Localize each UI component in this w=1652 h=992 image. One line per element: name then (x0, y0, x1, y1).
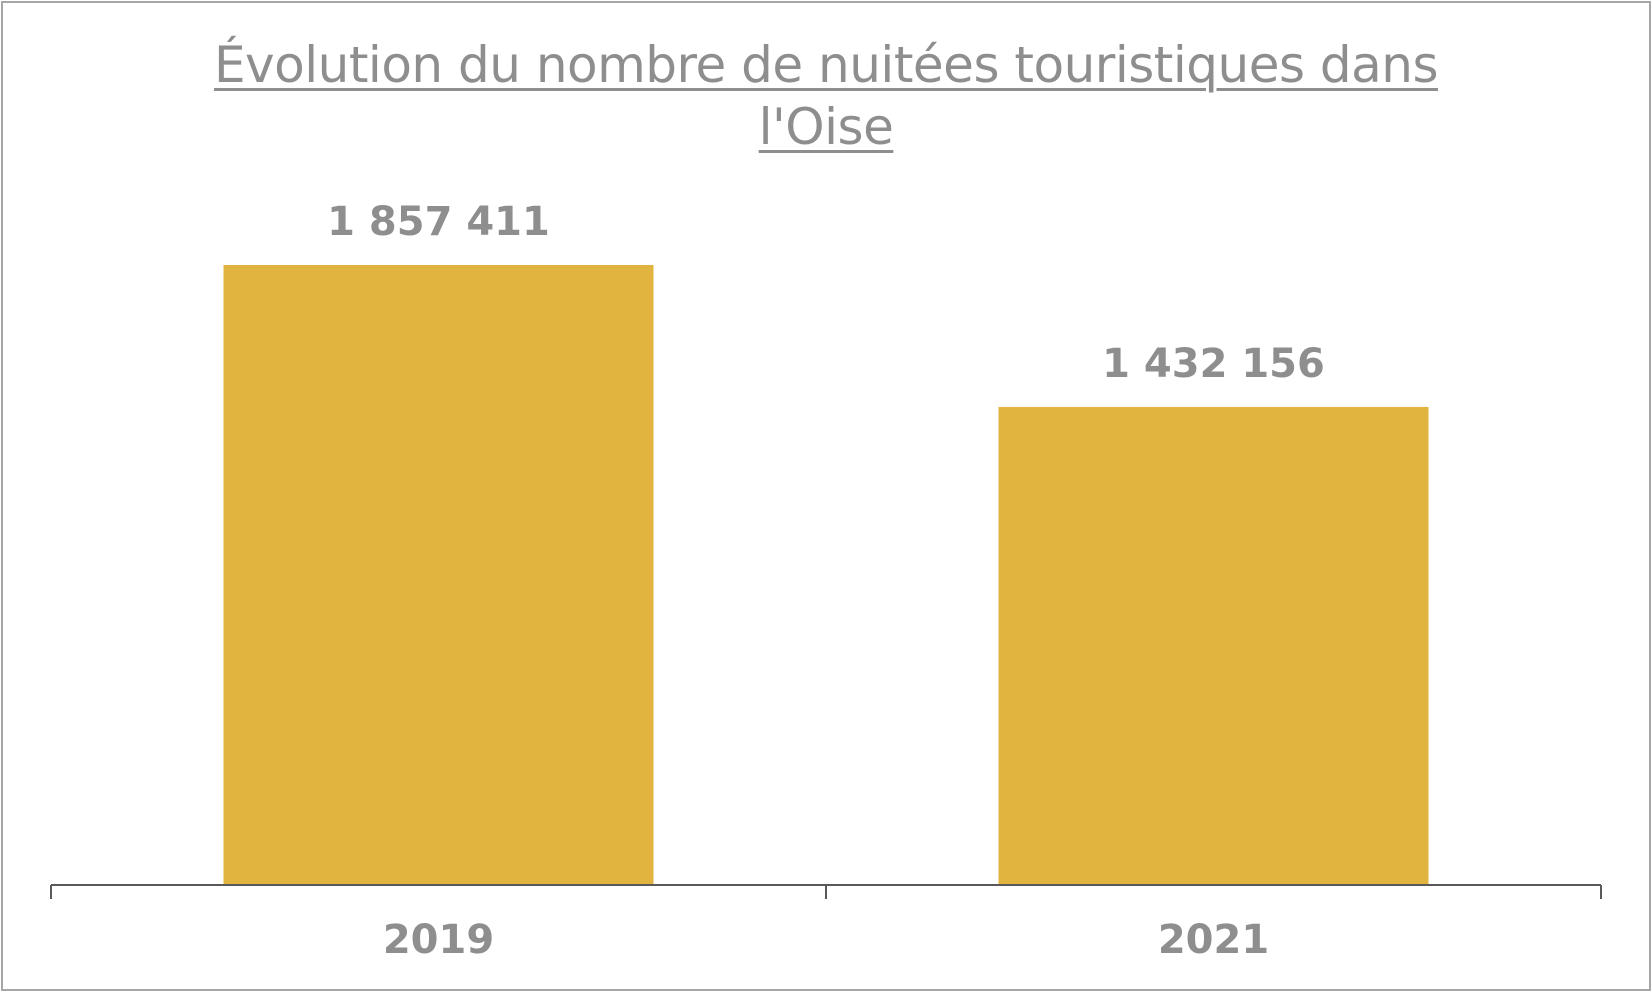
x-tick-label-2021: 2021 (1158, 917, 1269, 963)
x-tick-label-2019: 2019 (383, 917, 494, 963)
bar-2021 (998, 406, 1429, 885)
data-label-2019: 1 857 411 (327, 199, 550, 245)
x-axis (50, 884, 1602, 899)
chart-title: Évolution du nombre de nuitées touristiq… (213, 36, 1439, 156)
labels-layer: 1 857 411 2019 1 432 156 2021 (327, 199, 1325, 963)
data-label-2021: 1 432 156 (1102, 341, 1325, 387)
bars-layer (223, 265, 1429, 885)
bar-2019 (223, 265, 654, 885)
